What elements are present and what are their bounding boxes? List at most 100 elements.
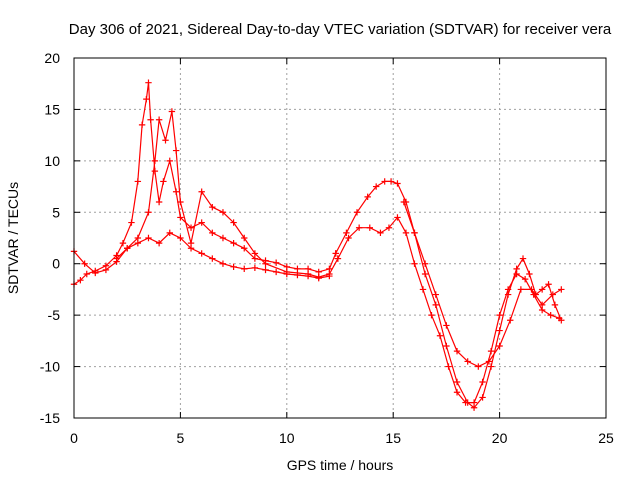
data-point (551, 301, 559, 309)
data-point (138, 121, 146, 129)
chart-title: Day 306 of 2021, Sidereal Day-to-day VTE… (69, 21, 612, 38)
data-point (485, 358, 493, 365)
data-point (366, 224, 373, 231)
data-point (487, 363, 495, 370)
x-tick-label: 10 (279, 430, 295, 446)
data-point (77, 276, 84, 284)
series-line (73, 111, 339, 278)
data-point (119, 239, 127, 247)
data-point (326, 272, 333, 280)
x-tick-label: 15 (385, 430, 401, 446)
data-point (155, 239, 163, 247)
data-point (230, 219, 237, 226)
data-point (177, 214, 184, 221)
y-tick-label: 5 (52, 204, 60, 220)
plot-frame (73, 57, 607, 419)
y-tick-label: -5 (48, 307, 61, 323)
data-point (387, 178, 395, 185)
data-point (496, 342, 503, 350)
data-point (315, 274, 322, 282)
data-point (128, 219, 135, 226)
data-point (198, 250, 205, 257)
data-point (470, 399, 478, 406)
data-point (187, 245, 195, 252)
data-point (113, 255, 120, 262)
data-point (462, 399, 469, 406)
data-point (443, 322, 450, 329)
series-line (337, 216, 560, 404)
data-point (538, 301, 546, 309)
y-tick-label: 15 (44, 101, 60, 117)
data-point (332, 250, 339, 257)
x-tick-label: 5 (177, 430, 185, 446)
data-point (372, 183, 380, 190)
data-point (453, 347, 461, 355)
y-tick-label: 0 (52, 256, 60, 272)
data-point (81, 260, 88, 267)
data-point (219, 234, 227, 242)
data-point (411, 229, 418, 237)
y-tick-label: -15 (40, 410, 60, 426)
grid (74, 58, 606, 418)
data-point (443, 342, 450, 350)
data-point (507, 317, 514, 324)
data-point (145, 209, 152, 216)
series-line (335, 180, 562, 409)
data-point (209, 255, 216, 262)
data-point (528, 286, 535, 293)
data-point (355, 224, 363, 231)
data-point (272, 259, 280, 266)
data-point (160, 178, 167, 185)
data-point (558, 286, 565, 293)
data-point (83, 270, 90, 278)
data-point (262, 260, 269, 267)
data-point (377, 229, 384, 237)
data-point (538, 286, 546, 293)
data-point (464, 358, 471, 365)
y-tick-label: 20 (44, 50, 60, 66)
data-point (219, 209, 227, 216)
data-point (147, 116, 154, 123)
data-point (504, 286, 512, 293)
data-point (381, 178, 388, 185)
data-point (168, 108, 176, 115)
data-point (411, 260, 418, 267)
data-point (241, 265, 248, 273)
series-track-b (70, 108, 342, 281)
y-tick-label: -10 (40, 359, 60, 375)
data-point (487, 347, 495, 355)
data-point (294, 271, 301, 279)
y-axis-label: SDTVAR / TECUs (5, 182, 21, 294)
data-point (445, 363, 452, 370)
data-point (251, 264, 259, 272)
data-point (166, 157, 173, 165)
data-point (475, 363, 482, 370)
data-point (526, 270, 533, 278)
data-point (479, 394, 486, 401)
data-point (230, 239, 237, 247)
data-point (241, 234, 248, 242)
data-point (496, 327, 503, 334)
data-point (547, 311, 554, 319)
data-point (421, 260, 429, 267)
data-point (151, 167, 159, 175)
data-point (432, 301, 439, 309)
data-point (496, 311, 503, 319)
data-point (241, 245, 248, 252)
data-point (394, 180, 401, 187)
data-point (92, 269, 99, 277)
data-point (385, 224, 393, 231)
data-point (519, 255, 527, 262)
data-point (145, 79, 152, 86)
y-tick-label: 10 (44, 153, 60, 169)
data-point (251, 250, 259, 257)
data-point (230, 263, 237, 270)
data-point (272, 268, 280, 276)
data-point (453, 389, 461, 396)
data-point (419, 286, 427, 293)
data-point (432, 291, 439, 298)
data-point (172, 188, 180, 195)
data-point (134, 178, 142, 185)
data-point (219, 260, 227, 267)
